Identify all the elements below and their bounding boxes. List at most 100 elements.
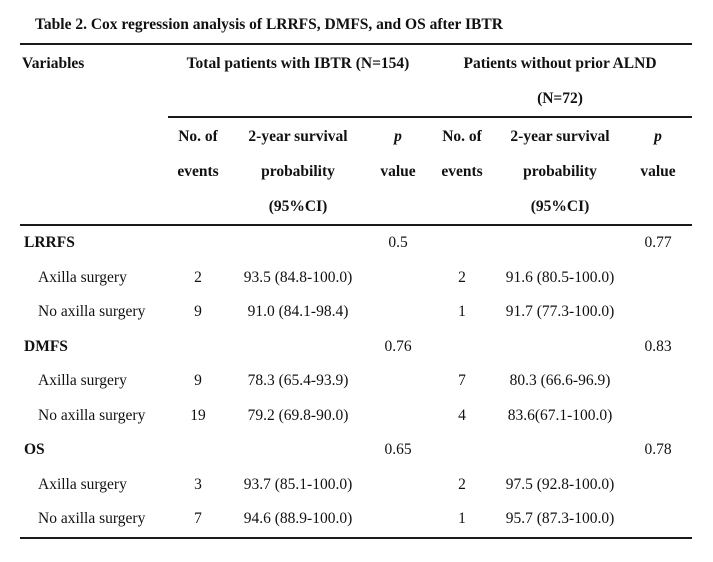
cell-survival-total: 93.7 (85.1-100.0): [243, 475, 353, 493]
table-row-os-axilla: Axilla surgery 3 93.7 (85.1-100.0) 2 97.…: [20, 468, 692, 503]
cell-pvalue-noalnd: [624, 502, 693, 539]
cell-survival-noalnd: [496, 433, 624, 468]
p-line2: value: [380, 163, 416, 180]
col-header-survival-noalnd: 2-year survival probability (95%CI): [496, 117, 624, 226]
p-line1: p: [654, 128, 662, 145]
header-group-row: Variables Total patients with IBTR (N=15…: [20, 43, 693, 226]
events-line1: No. of: [178, 128, 218, 145]
row-label: No axilla surgery: [38, 406, 146, 424]
cell-survival-total: [228, 330, 368, 365]
cell-events-noalnd: 1: [428, 502, 496, 539]
table-row-dmfs-axilla: Axilla surgery 9 78.3 (65.4-93.9) 7 80.3…: [20, 364, 692, 399]
row-label: No axilla surgery: [20, 502, 168, 539]
cell-pvalue-total: [368, 364, 428, 399]
cell-survival-noalnd: 91.7 (77.3-100.0): [505, 303, 615, 321]
cell-survival-noalnd: 97.5 (92.8-100.0): [505, 475, 615, 493]
cell-events-noalnd: [428, 433, 496, 468]
survival-line2: probability: [523, 163, 597, 180]
cell-events-total: 2: [194, 268, 202, 286]
row-label: Axilla surgery: [38, 475, 127, 493]
survival-line1: 2-year survival: [510, 128, 610, 145]
p-line1: p: [394, 128, 402, 145]
cell-events-total: 19: [190, 406, 206, 424]
cell-survival-total: 94.6 (88.9-100.0): [228, 502, 368, 539]
cell-events-total: [168, 225, 228, 261]
cell-events-total: [168, 330, 228, 365]
col-header-pvalue-noalnd: p value: [624, 117, 693, 226]
table-row-lrrfs: LRRFS 0.5 0.77: [20, 225, 692, 261]
cell-survival-noalnd: 91.6 (80.5-100.0): [505, 268, 615, 286]
row-label: OS: [24, 441, 45, 459]
col-header-pvalue-total: p value: [368, 117, 428, 226]
group-no-alnd-line1: Patients without prior ALND: [463, 55, 657, 72]
cell-pvalue-noalnd: 0.83: [644, 337, 672, 355]
group-header-no-prior-alnd: Patients without prior ALND (N=72): [428, 43, 693, 118]
col-header-events-total: No. of events: [168, 117, 228, 226]
cell-pvalue-total: [368, 502, 428, 539]
cell-survival-total: 78.3 (65.4-93.9): [247, 372, 349, 390]
table-row-lrrfs-no-axilla: No axilla surgery 9 91.0 (84.1-98.4) 1 9…: [20, 295, 692, 330]
cell-events-total: 9: [194, 372, 202, 390]
cell-pvalue-total: [368, 295, 428, 330]
table-row-os-no-axilla: No axilla surgery 7 94.6 (88.9-100.0) 1 …: [20, 502, 693, 539]
table-row-lrrfs-axilla: Axilla surgery 2 93.5 (84.8-100.0) 2 91.…: [20, 261, 692, 296]
cell-events-total: [168, 433, 228, 468]
cell-pvalue-total: 0.65: [384, 441, 412, 459]
cell-survival-noalnd: [496, 330, 624, 365]
cell-pvalue-noalnd: [624, 468, 692, 503]
group-header-total-ibtr: Total patients with IBTR (N=154): [168, 43, 428, 118]
cell-pvalue-noalnd: [624, 364, 692, 399]
cell-events-noalnd: [428, 225, 496, 261]
cox-regression-table: Variables Total patients with IBTR (N=15…: [20, 43, 693, 539]
cell-survival-noalnd: 83.6(67.1-100.0): [507, 406, 613, 424]
cell-events-noalnd: 1: [458, 303, 466, 321]
cell-survival-total: [228, 433, 368, 468]
col-header-survival-total: 2-year survival probability (95%CI): [228, 117, 368, 226]
header-subrow: No. of events 2-year survival probabilit…: [20, 117, 693, 226]
cell-pvalue-noalnd: 0.78: [644, 441, 672, 459]
survival-line3: (95%CI): [268, 198, 328, 215]
row-label: Axilla surgery: [38, 372, 127, 390]
cell-survival-noalnd: 95.7 (87.3-100.0): [496, 502, 624, 539]
row-label: Axilla surgery: [38, 268, 127, 286]
cell-events-noalnd: 2: [458, 268, 466, 286]
events-line2: events: [177, 163, 219, 180]
cell-survival-noalnd: 80.3 (66.6-96.9): [509, 372, 611, 390]
cell-events-total: 9: [194, 303, 202, 321]
cell-survival-noalnd: [496, 225, 624, 261]
cell-events-noalnd: 2: [458, 475, 466, 493]
cell-survival-total: [228, 225, 368, 261]
table-row-dmfs: DMFS 0.76 0.83: [20, 330, 692, 365]
cell-pvalue-total: 0.5: [388, 234, 408, 252]
col-header-events-noalnd: No. of events: [428, 117, 496, 226]
p-line2: value: [640, 163, 676, 180]
survival-line2: probability: [261, 163, 335, 180]
table-row-dmfs-no-axilla: No axilla surgery 19 79.2 (69.8-90.0) 4 …: [20, 399, 692, 434]
cell-events-total: 7: [168, 502, 228, 539]
row-label: No axilla surgery: [38, 303, 146, 321]
cell-survival-total: 91.0 (84.1-98.4): [247, 303, 349, 321]
cell-pvalue-total: 0.76: [384, 337, 412, 355]
events-line1: No. of: [442, 128, 482, 145]
document-page: Table 2. Cox regression analysis of LRRF…: [0, 14, 713, 539]
cell-pvalue-total: [368, 399, 428, 434]
survival-line3: (95%CI): [530, 198, 590, 215]
cell-events-noalnd: [428, 330, 496, 365]
cell-pvalue-noalnd: [624, 261, 692, 296]
cell-pvalue-noalnd: [624, 295, 692, 330]
cell-pvalue-noalnd: 0.77: [644, 234, 672, 252]
row-label: DMFS: [24, 337, 68, 355]
cell-events-total: 3: [194, 475, 202, 493]
cell-events-noalnd: 7: [458, 372, 466, 390]
cell-events-noalnd: 4: [458, 406, 466, 424]
survival-line1: 2-year survival: [248, 128, 348, 145]
cell-pvalue-total: [368, 261, 428, 296]
cell-survival-total: 79.2 (69.8-90.0): [247, 406, 349, 424]
table-title: Table 2. Cox regression analysis of LRRF…: [35, 16, 503, 33]
variables-column-header: Variables: [20, 43, 168, 226]
cell-pvalue-total: [368, 468, 428, 503]
group-no-alnd-line2: (N=72): [537, 90, 583, 107]
table-row-os: OS 0.65 0.78: [20, 433, 692, 468]
cell-survival-total: 93.5 (84.8-100.0): [243, 268, 353, 286]
events-line2: events: [441, 163, 483, 180]
